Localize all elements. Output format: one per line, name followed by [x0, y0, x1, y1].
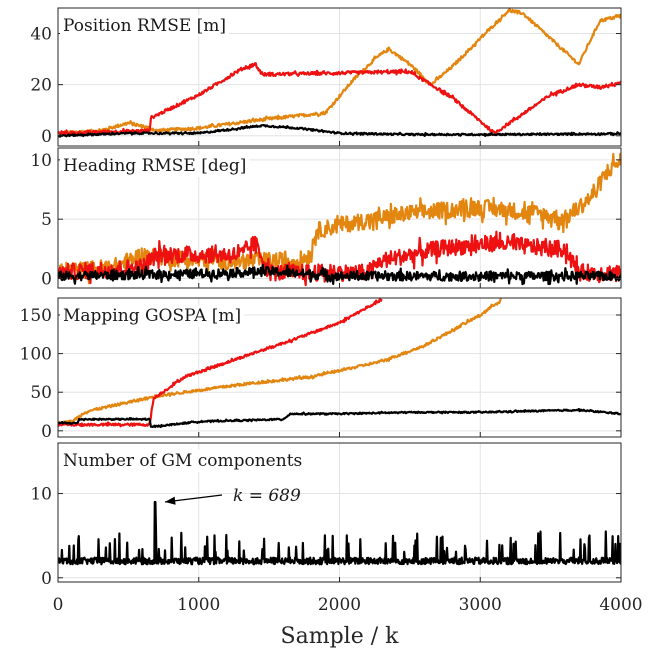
panel-label: Number of GM components — [63, 451, 302, 471]
panel-label-background — [60, 450, 306, 472]
x-tick-label: 3000 — [459, 595, 502, 615]
annotation-arrow-head — [164, 496, 176, 505]
y-tick-label: 0 — [41, 422, 52, 442]
panel-3: 0 50 100 150 Mapping GOSPA [m] — [20, 297, 622, 442]
series-line-black — [58, 500, 621, 566]
panel-label: Heading RMSE [deg] — [63, 156, 246, 176]
panel-1: 0 20 40 Position RMSE [m] — [30, 7, 622, 147]
x-tick-label: 0 — [53, 595, 64, 615]
panel-label-background — [60, 155, 250, 177]
panel-2: 0 5 10 Heading RMSE [deg] — [30, 147, 622, 290]
panel-plot-area — [58, 8, 621, 138]
series-line-black — [58, 263, 621, 286]
annotation-label: k = 689 — [233, 486, 301, 506]
x-tick-label: 4000 — [599, 595, 642, 615]
series-line-orange — [58, 298, 502, 426]
panel-label: Position RMSE [m] — [63, 16, 226, 36]
y-tick-label: 150 — [20, 306, 52, 326]
panel-label-background — [60, 15, 230, 37]
x-tick-label: 2000 — [318, 595, 361, 615]
series-line-red — [58, 230, 621, 287]
x-axis-label: Sample / k — [281, 624, 400, 649]
series-line-red — [58, 62, 621, 136]
panel-plot-area — [58, 152, 621, 287]
y-tick-label: 0 — [41, 270, 52, 290]
y-tick-label: 0 — [41, 569, 52, 589]
series-line-orange — [58, 8, 621, 136]
series-line-red — [58, 298, 383, 428]
panel-plot-area — [58, 500, 621, 566]
series-line-black — [58, 407, 621, 429]
series-line-black — [58, 124, 621, 138]
panel-4: k = 689 0 10 Number of GM components — [30, 442, 622, 589]
y-tick-label: 10 — [30, 151, 52, 171]
y-tick-label: 50 — [30, 383, 52, 403]
y-tick-label: 40 — [30, 25, 52, 45]
panel-plot-area — [58, 298, 621, 429]
panel-label: Mapping GOSPA [m] — [63, 306, 241, 326]
y-tick-label: 10 — [30, 485, 52, 505]
x-tick-label: 1000 — [177, 595, 220, 615]
y-tick-label: 20 — [30, 76, 52, 96]
y-tick-label: 100 — [20, 345, 52, 365]
y-tick-label: 0 — [41, 127, 52, 147]
panel-label-background — [60, 305, 245, 327]
y-tick-label: 5 — [41, 210, 52, 230]
